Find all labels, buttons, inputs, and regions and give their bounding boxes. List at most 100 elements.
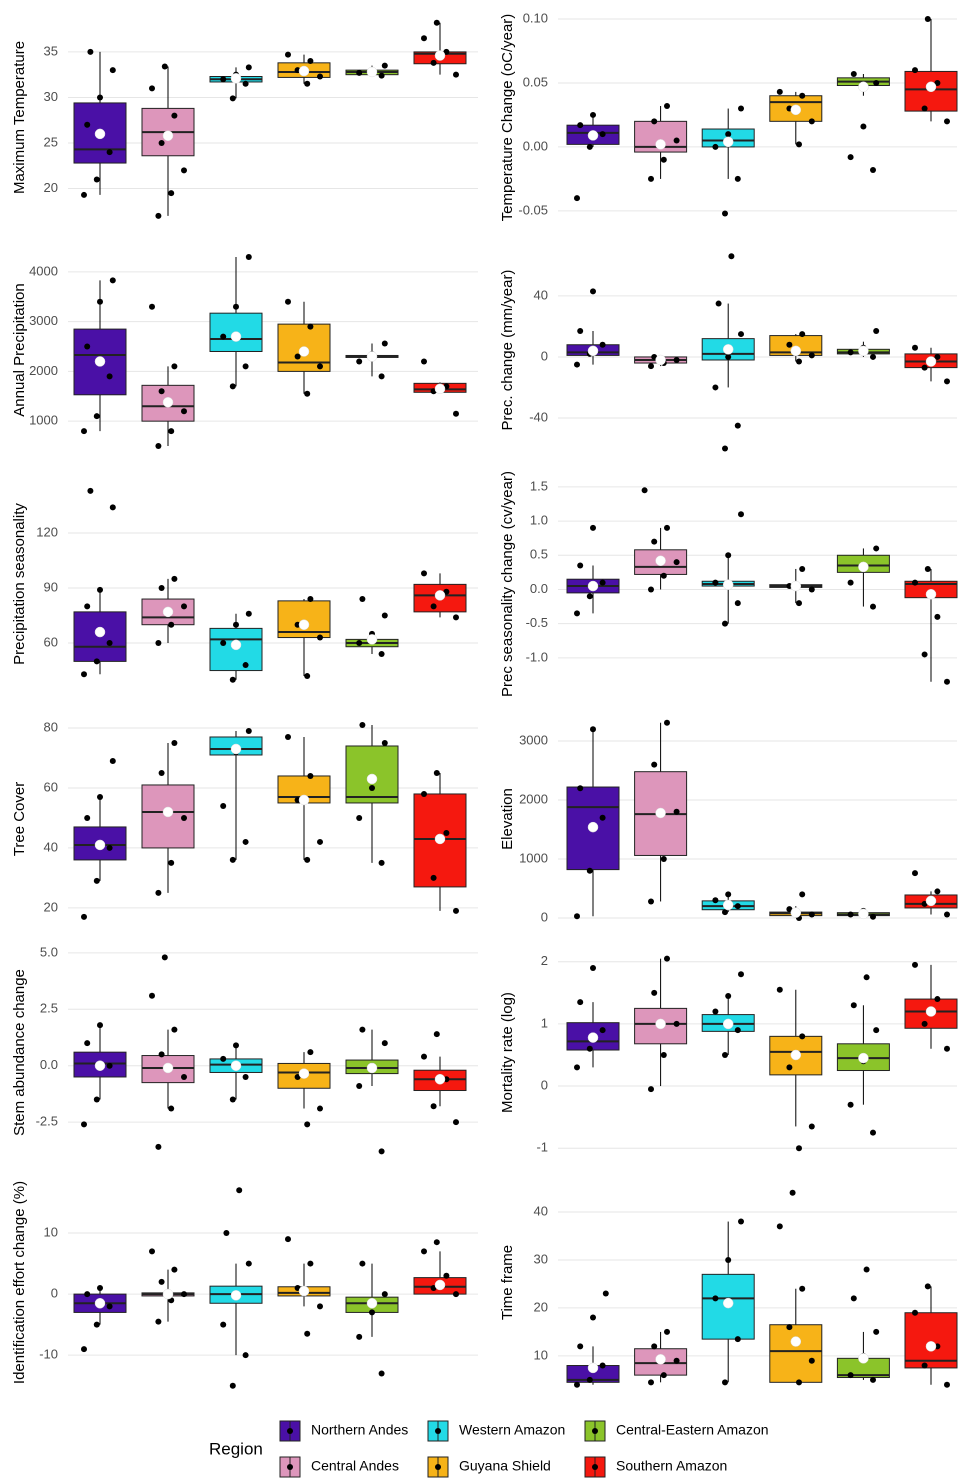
point [921,1362,928,1369]
point [381,1040,388,1047]
point [725,1256,732,1263]
mean [655,555,666,566]
legend-title: Region [209,1439,263,1458]
point [577,328,584,335]
point [776,1223,783,1230]
point [660,855,667,862]
point [586,867,593,874]
point [304,1121,311,1128]
y-tick-label: 40 [534,1203,548,1218]
point [171,112,178,119]
box [769,1324,823,1383]
mean [655,139,666,150]
mean [230,743,242,755]
mean [925,356,937,367]
mean [298,619,310,630]
y-tick-label: 3000 [519,732,548,747]
point [786,1064,793,1071]
legend-key-dot [287,1428,293,1434]
point [664,102,670,109]
point [307,772,314,779]
mean [858,1052,869,1064]
point [359,1026,366,1033]
point [84,343,91,350]
y-tick-label: 25 [44,134,58,149]
y-tick-label: 1 [541,1015,548,1030]
point [673,1357,680,1364]
point [304,390,311,397]
legend-label: Central-Eastern Amazon [616,1422,769,1438]
point [381,612,388,619]
point [453,907,459,914]
point [944,911,950,918]
point [430,603,437,610]
mean [434,1073,446,1085]
point [317,838,323,845]
y-axis-label: Mortality rate (log) [499,992,516,1113]
point [168,190,175,197]
point [168,859,175,866]
mean [655,1354,666,1365]
point [799,331,806,338]
y-tick-label: 0 [541,1077,548,1092]
mean [587,821,599,833]
point [181,603,187,610]
point [220,1321,227,1328]
point [577,1343,584,1350]
point [734,1027,741,1034]
point [294,353,301,360]
point [574,195,580,202]
y-tick-label: 20 [534,1299,548,1314]
point [245,610,252,617]
point [378,859,385,866]
y-tick-label: 20 [44,180,58,195]
point [307,323,314,330]
point [847,1372,854,1379]
point [97,793,103,800]
mean [162,806,174,818]
point [81,1121,87,1128]
point [242,80,249,87]
mean [790,580,802,592]
point [229,383,236,390]
y-tick-label: -10 [39,1347,58,1362]
point [944,378,950,385]
point [158,1051,165,1058]
y-tick-label: 90 [44,579,58,594]
point [106,1062,113,1069]
y-tick-label: 40 [534,287,548,302]
point [873,1328,880,1335]
point [245,1260,252,1267]
point [590,524,596,531]
point [847,1101,854,1108]
point [870,1129,876,1136]
point [796,600,802,607]
point [776,88,783,95]
point [242,1073,249,1080]
y-tick-label: -0.5 [526,615,548,630]
point [369,784,375,791]
mean [722,136,734,148]
mean [722,1297,734,1309]
point [660,1051,667,1058]
point [181,814,187,821]
y-tick-label: 10 [44,1224,58,1239]
point [223,1230,230,1237]
point [381,739,388,746]
point [171,1266,178,1273]
point [799,1033,806,1040]
point [356,814,363,821]
point [381,1291,388,1298]
mean [587,580,599,592]
point [229,1382,236,1389]
point [158,1278,165,1285]
point [722,909,728,916]
point [171,1026,178,1033]
mean [655,354,666,366]
mean [162,1062,174,1074]
point [220,1055,227,1062]
point [149,85,155,92]
mean [230,73,242,84]
point [317,634,323,641]
point [430,1103,437,1110]
